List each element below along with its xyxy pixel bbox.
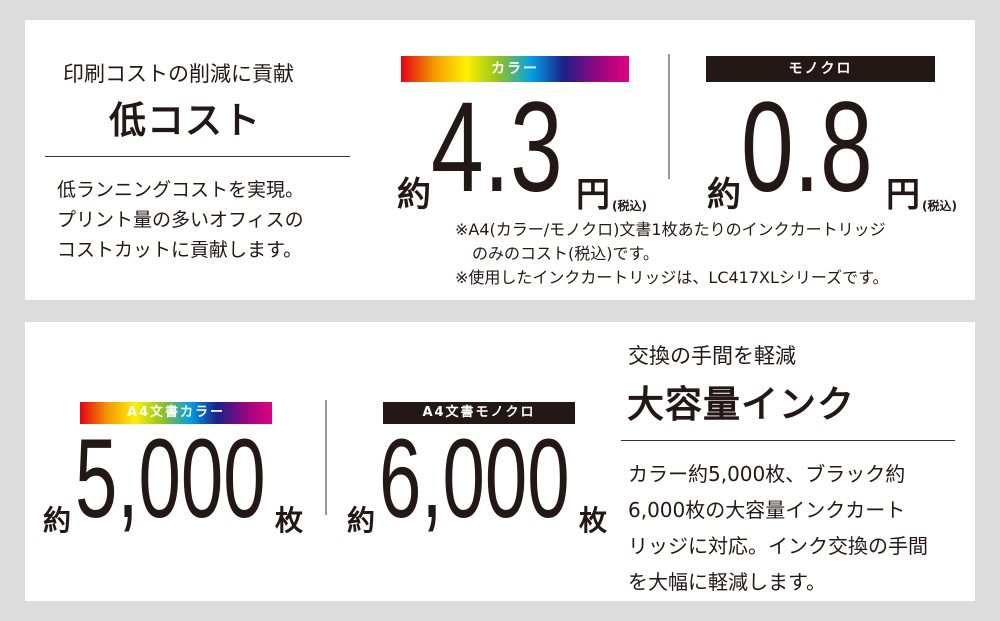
mono-pages-value: 6,000 xyxy=(379,416,570,541)
low-cost-panel: 印刷コストの削減に貢献 低コスト 低ランニングコストを実現。 プリント量の多いオ… xyxy=(25,20,975,300)
mono-pages: 約 6,000 枚 xyxy=(347,420,607,535)
tax-label: (税込) xyxy=(922,199,957,213)
color-cost-value-box: 4.3 xyxy=(431,84,576,212)
unit-label: 枚 xyxy=(275,504,304,537)
description-line: 6,000枚の大容量インクカート xyxy=(628,498,906,522)
color-badge: A4文書カラー xyxy=(80,402,272,424)
unit-label: 円 xyxy=(576,175,610,215)
approx-label: 約 xyxy=(707,175,741,215)
high-capacity-panel: A4文書カラー A4文書モノクロ 約 5,000 枚 約 6,000 枚 交換の手間を軽… xyxy=(25,322,975,601)
divider xyxy=(45,156,350,157)
description-line: リッジに対応。インク交換の手間 xyxy=(628,534,928,558)
approx-label: 約 xyxy=(43,504,72,537)
cost-description: 低ランニングコストを実現。 プリント量の多いオフィスの コストカットに貢献します… xyxy=(57,175,304,265)
color-pages-value-box: 5,000 xyxy=(75,423,275,535)
divider xyxy=(325,400,327,515)
approx-label: 約 xyxy=(347,504,376,537)
note-line: のみのコスト(税込)です。 xyxy=(472,244,659,263)
color-pages-value: 5,000 xyxy=(75,416,266,541)
color-pages: 約 5,000 枚 xyxy=(43,420,303,535)
description-line: を大幅に軽減します。 xyxy=(628,570,826,594)
description-line: カラー約5,000枚、ブラック約 xyxy=(628,462,906,486)
approx-label: 約 xyxy=(397,175,431,215)
capacity-subtitle: 交換の手間を軽減 xyxy=(628,344,796,368)
capacity-title: 大容量インク xyxy=(627,383,855,426)
color-badge: カラー xyxy=(401,56,629,82)
cost-title: 低コスト xyxy=(109,99,261,142)
mono-badge: モノクロ xyxy=(706,56,935,82)
divider xyxy=(668,54,670,179)
description-line: 低ランニングコストを実現。 xyxy=(57,179,305,201)
mono-pages-value-box: 6,000 xyxy=(379,423,579,535)
mono-cost-value-box: 0.8 xyxy=(741,84,886,212)
tax-label: (税込) xyxy=(612,199,647,213)
note-line: ※A4(カラー/モノクロ)文書1枚あたりのインクカートリッジ xyxy=(455,220,886,239)
capacity-description: カラー約5,000枚、ブラック約 6,000枚の大容量インクカート リッジに対応… xyxy=(628,456,928,600)
mono-cost: 約 0.8 円 (税込) xyxy=(707,82,957,215)
cost-subtitle: 印刷コストの削減に貢献 xyxy=(63,62,294,86)
mono-badge: A4文書モノクロ xyxy=(383,402,575,424)
description-line: コストカットに貢献します。 xyxy=(57,239,303,261)
note-line: ※使用したインクカートリッジは、LC417XLシリーズです。 xyxy=(455,268,889,287)
unit-label: 円 xyxy=(886,175,920,215)
divider xyxy=(621,440,955,441)
description-line: プリント量の多いオフィスの xyxy=(57,209,304,231)
mono-cost-value: 0.8 xyxy=(741,76,873,219)
cost-notes: ※A4(カラー/モノクロ)文書1枚あたりのインクカートリッジ のみのコスト(税込… xyxy=(455,218,889,290)
unit-label: 枚 xyxy=(579,504,608,537)
color-cost: 約 4.3 円 (税込) xyxy=(397,82,647,215)
color-cost-value: 4.3 xyxy=(431,76,563,219)
